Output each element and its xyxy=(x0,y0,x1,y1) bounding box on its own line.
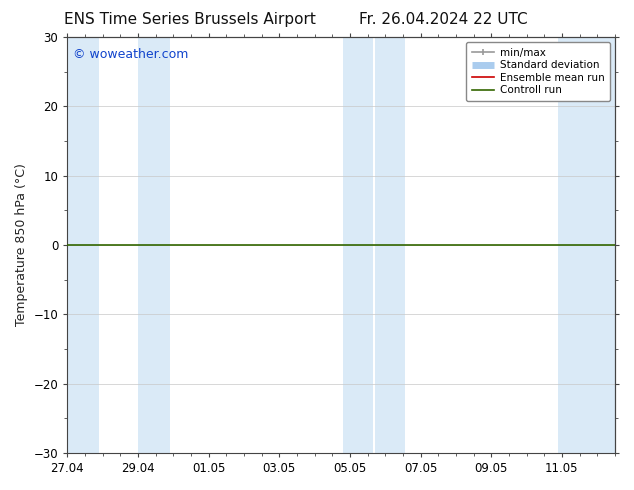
Text: ENS Time Series Brussels Airport: ENS Time Series Brussels Airport xyxy=(64,12,316,27)
Bar xyxy=(559,37,615,453)
Bar xyxy=(138,37,170,453)
Bar xyxy=(67,37,99,453)
Text: © woweather.com: © woweather.com xyxy=(73,48,188,61)
Bar xyxy=(343,37,373,453)
Y-axis label: Temperature 850 hPa (°C): Temperature 850 hPa (°C) xyxy=(15,164,28,326)
Legend: min/max, Standard deviation, Ensemble mean run, Controll run: min/max, Standard deviation, Ensemble me… xyxy=(467,42,610,100)
Text: Fr. 26.04.2024 22 UTC: Fr. 26.04.2024 22 UTC xyxy=(359,12,528,27)
Bar xyxy=(375,37,404,453)
